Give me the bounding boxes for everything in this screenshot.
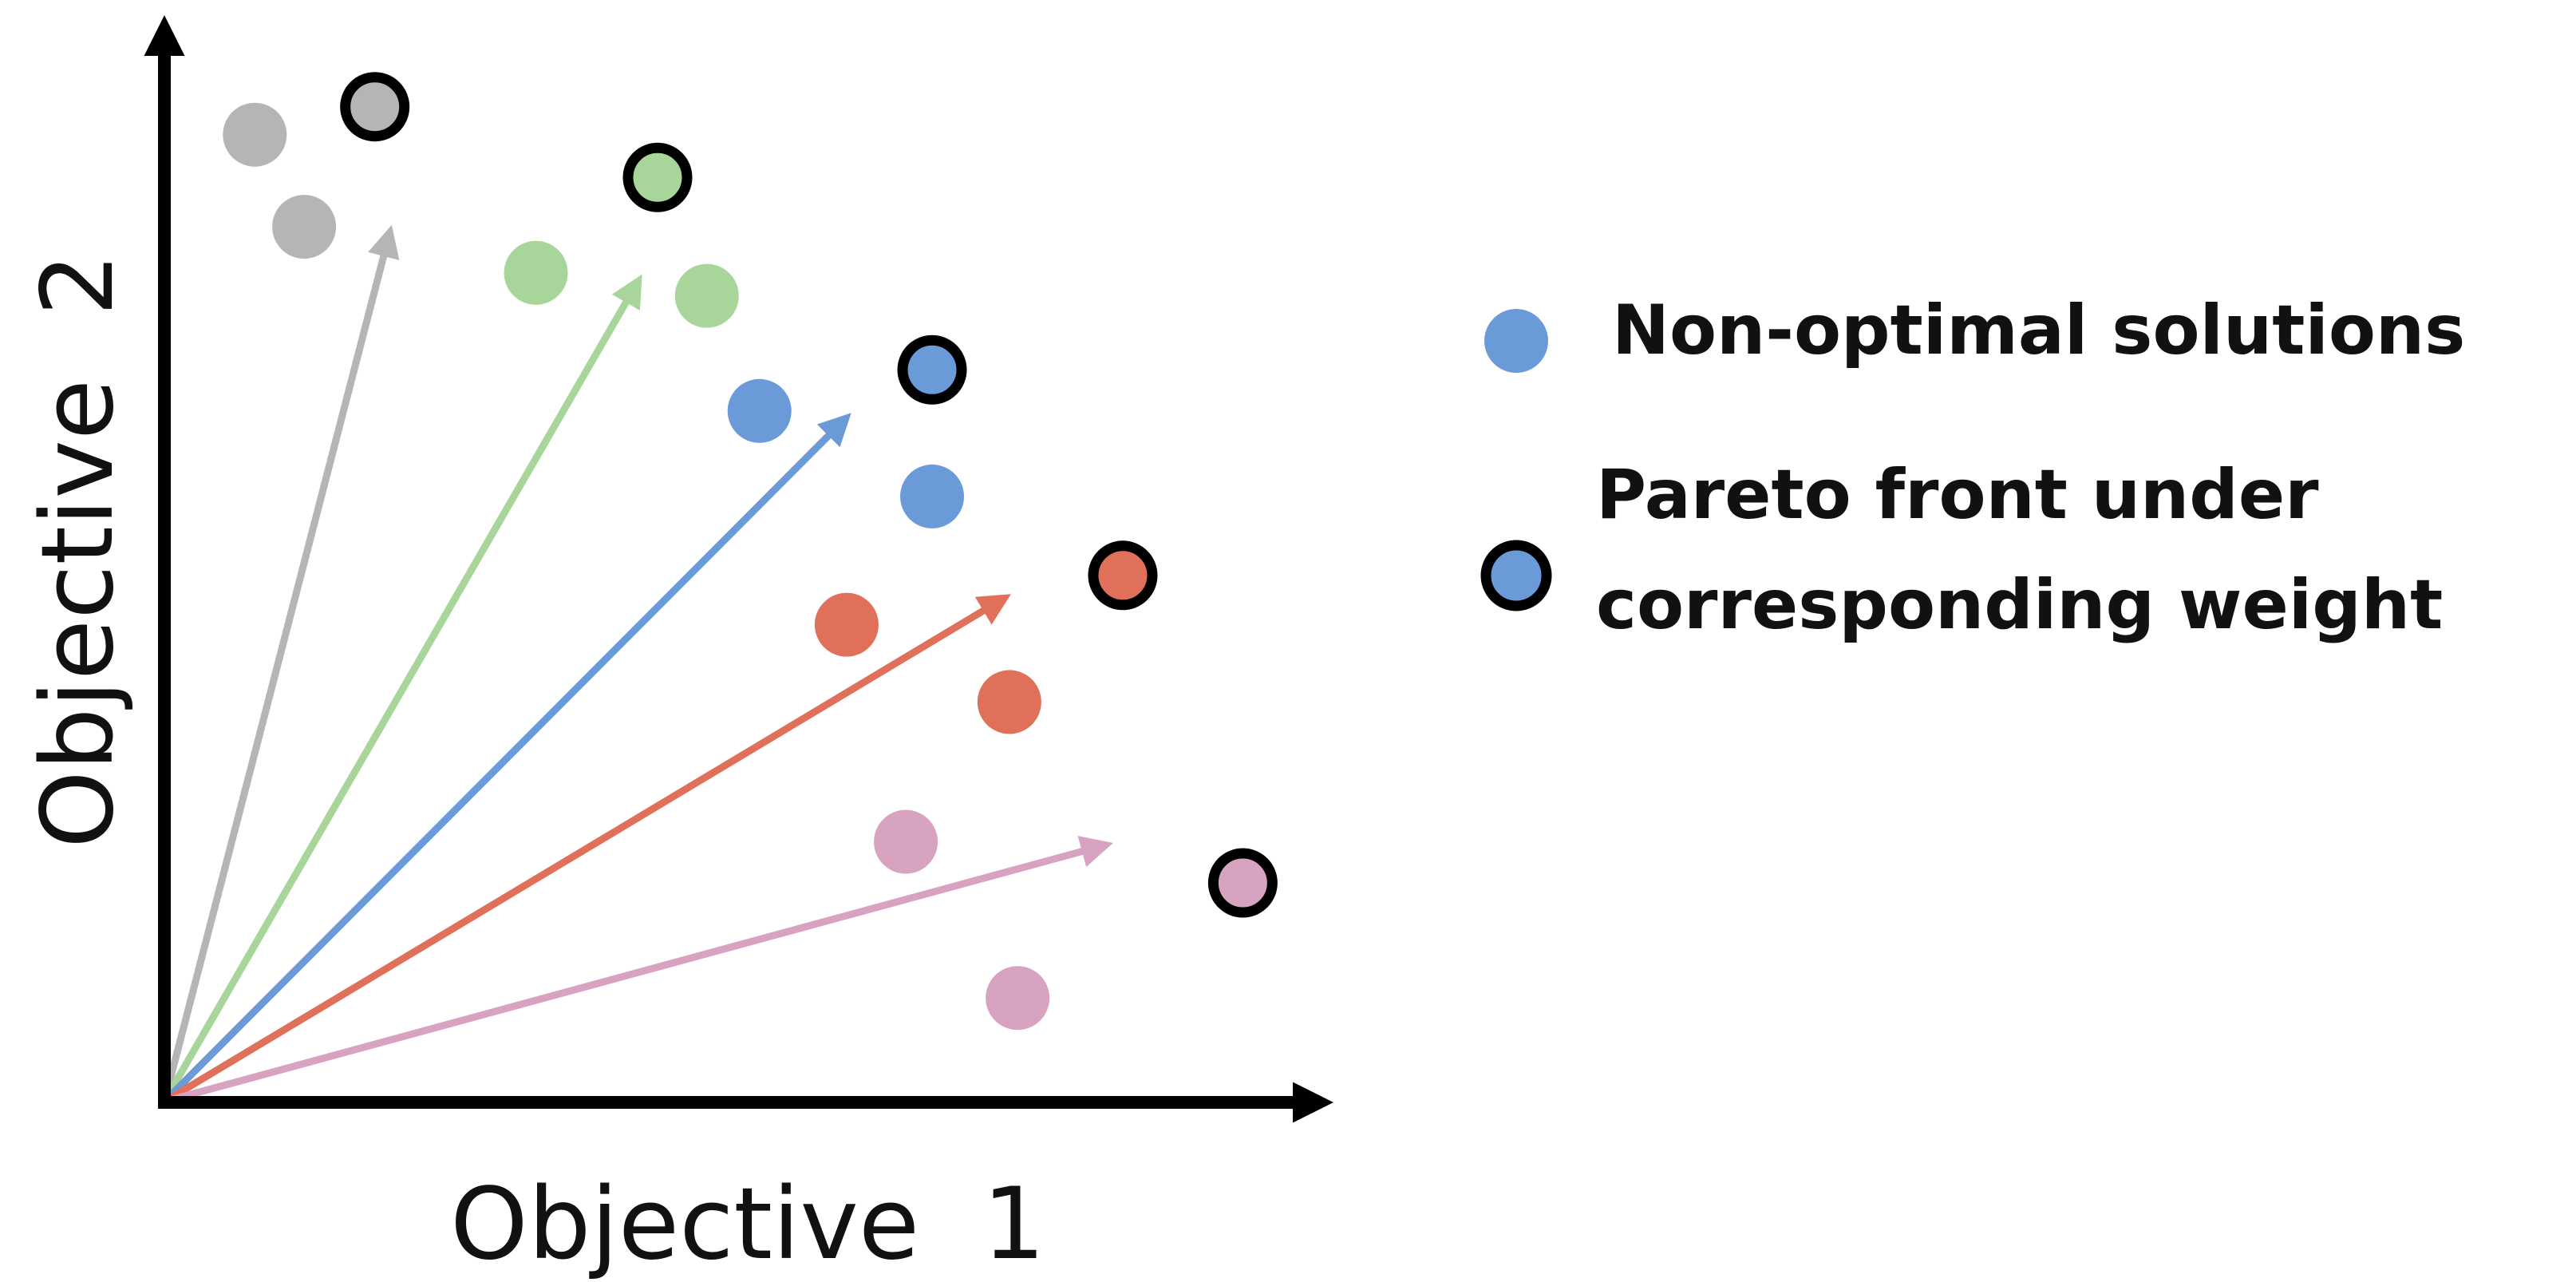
pareto-point-pink [1207, 848, 1278, 918]
non-optimal-point-red-2 [977, 670, 1041, 734]
non-optimal-point-pink-1 [874, 809, 938, 874]
legend-pareto-marker [1480, 540, 1552, 611]
non-optimal-point-green-2 [674, 263, 739, 328]
non-optimal-point-gray-1 [223, 102, 287, 167]
non-optimal-point-blue-2 [900, 464, 965, 528]
non-optimal-point-gray-2 [272, 195, 337, 259]
legend-non-optimal-marker [1484, 309, 1548, 373]
weight-vectors [160, 224, 1113, 1106]
weight-vector-blue [161, 413, 851, 1105]
y-axis-label: Objective 2 [21, 253, 136, 849]
non-optimal-point-red-1 [814, 592, 879, 657]
weight-vector-green [161, 274, 642, 1104]
pareto-point-green [622, 142, 693, 212]
x-axis-label: Objective 1 [450, 1167, 1045, 1282]
weight-vector-red [162, 594, 1011, 1105]
pareto-point-red [1088, 540, 1158, 611]
weight-vector-gray [160, 224, 400, 1103]
legend: Non-optimal solutions Pareto front under… [1480, 291, 2465, 645]
weight-vector-pink [163, 836, 1113, 1106]
non-optimal-point-pink-2 [986, 966, 1050, 1031]
legend-non-optimal-label: Non-optimal solutions [1612, 291, 2465, 370]
legend-pareto-label-line1: Pareto front under [1596, 455, 2319, 535]
non-optimal-point-green-1 [504, 240, 568, 305]
non-optimal-point-blue-1 [727, 378, 792, 443]
pareto-point-gray [340, 72, 410, 142]
legend-pareto-label-line2: corresponding weight [1596, 565, 2443, 645]
solution-points [223, 72, 1278, 1031]
pareto-point-blue [897, 334, 967, 405]
